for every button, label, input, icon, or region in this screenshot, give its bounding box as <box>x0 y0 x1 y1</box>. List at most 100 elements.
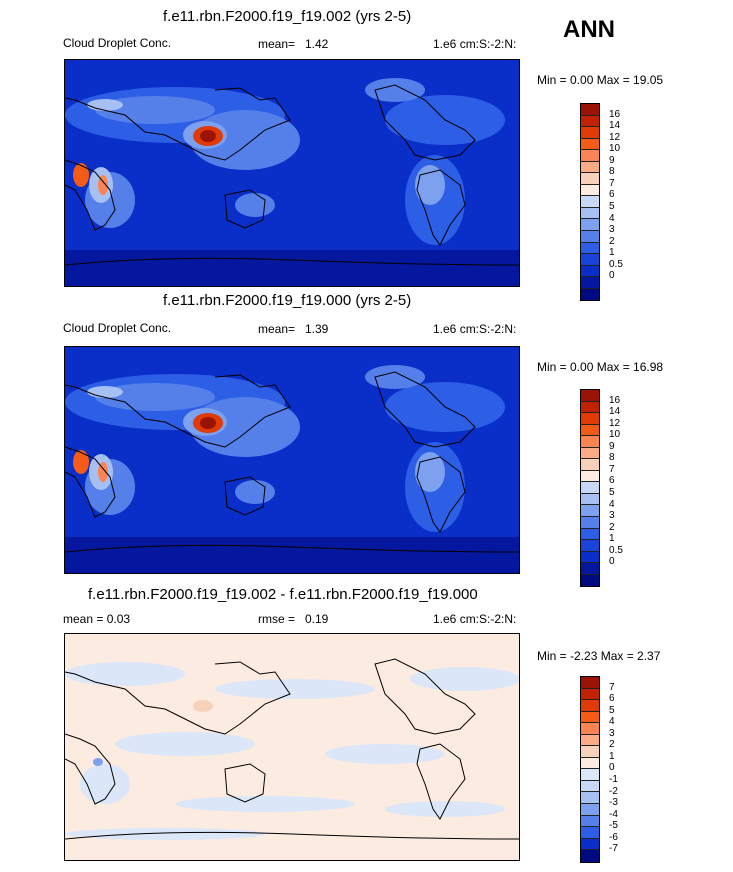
colorbar-tick-label: 9 <box>609 154 615 166</box>
colorbar-segment <box>581 700 599 712</box>
colorbar-tick-label: -2 <box>609 785 618 797</box>
colorbar-segment <box>581 265 599 278</box>
colorbar-tick-label: -4 <box>609 808 618 820</box>
panel1-mean-value: 1.42 <box>305 37 329 51</box>
colorbar-segment <box>581 138 599 151</box>
colorbar-tick-label: -1 <box>609 773 618 785</box>
panel3-minmax: Min = -2.23 Max = 2.37 <box>537 649 661 663</box>
colorbar-segment <box>581 277 599 289</box>
panel2-map-field <box>65 347 519 573</box>
colorbar-tick-label: -6 <box>609 831 618 843</box>
colorbar-tick-label: 12 <box>609 417 621 429</box>
colorbar-tick-label: 8 <box>609 166 615 178</box>
colorbar-segment <box>581 757 599 770</box>
colorbar-segment <box>581 723 599 735</box>
colorbar-segment <box>581 711 599 724</box>
colorbar-segment <box>581 746 599 758</box>
colorbar-tick-label: 0.5 <box>609 544 623 556</box>
colorbar-segment <box>581 173 599 185</box>
colorbar-segment <box>581 574 599 587</box>
colorbar-tick-label: 8 <box>609 452 615 464</box>
colorbar-segment <box>581 827 599 839</box>
colorbar-segment <box>581 127 599 139</box>
colorbar-tick-label: 5 <box>609 486 615 498</box>
colorbar-segment <box>581 551 599 564</box>
colorbar-segment <box>581 804 599 816</box>
colorbar-segment <box>581 401 599 414</box>
colorbar-tick-label: 0 <box>609 556 615 568</box>
panel2-title: f.e11.rbn.F2000.f19_f19.000 (yrs 2-5) <box>163 292 412 309</box>
panel2-minmax: Min = 0.00 Max = 16.98 <box>537 360 664 374</box>
colorbar-segment <box>581 850 599 862</box>
colorbar-tick-label: 1 <box>609 533 615 545</box>
colorbar-tick-label: 2 <box>609 235 615 247</box>
colorbar-tick-label: 6 <box>609 475 615 487</box>
colorbar-segment <box>581 288 599 301</box>
colorbar-segment <box>581 424 599 437</box>
panel3-mean: mean = 0.03 <box>63 612 131 626</box>
panel1-title: f.e11.rbn.F2000.f19_f19.002 (yrs 2-5) <box>163 8 412 25</box>
colorbar-segment <box>581 436 599 448</box>
colorbar-segment <box>581 563 599 575</box>
colorbar-tick-label: 2 <box>609 521 615 533</box>
colorbar-segment <box>581 231 599 243</box>
colorbar-tick-label: 4 <box>609 716 615 728</box>
colorbar-segment <box>581 184 599 197</box>
colorbar-segment <box>581 104 599 116</box>
colorbar-tick-label: 3 <box>609 224 615 236</box>
panel1-units: 1.e6 cm:S:-2:N: <box>433 37 517 51</box>
colorbar-segment <box>581 677 599 689</box>
colorbar-tick-label: 0.5 <box>609 258 623 270</box>
panel3-title: f.e11.rbn.F2000.f19_f19.002 - f.e11.rbn.… <box>88 586 478 603</box>
colorbar-tick-label: 0 <box>609 762 615 774</box>
panel2-mean-label: mean= <box>258 322 296 336</box>
colorbar-segment <box>581 150 599 162</box>
colorbar-segment <box>581 505 599 518</box>
colorbar-tick-label: 1 <box>609 750 615 762</box>
colorbar-segment <box>581 459 599 471</box>
colorbar-tick-label: 14 <box>609 406 621 418</box>
colorbar-segment <box>581 815 599 828</box>
panel1-colorbar <box>580 103 600 302</box>
colorbar-tick-label: 16 <box>609 108 621 120</box>
colorbar-tick-label: 3 <box>609 727 615 739</box>
colorbar-segment <box>581 517 599 529</box>
colorbar-tick-label: 5 <box>609 200 615 212</box>
colorbar-tick-label: 10 <box>609 429 621 441</box>
colorbar-segment <box>581 447 599 460</box>
panel2-mean-value: 1.39 <box>305 322 329 336</box>
panel2-map <box>64 346 520 574</box>
colorbar-tick-label: 0 <box>609 270 615 282</box>
colorbar-tick-label: 4 <box>609 498 615 510</box>
colorbar-tick-label: -5 <box>609 820 618 832</box>
panel3-map-field <box>65 634 519 860</box>
colorbar-tick-label: 6 <box>609 189 615 201</box>
colorbar-segment <box>581 470 599 483</box>
season-label: ANN <box>563 16 615 43</box>
colorbar-tick-label: 10 <box>609 143 621 155</box>
colorbar-tick-label: 7 <box>609 177 615 189</box>
panel3-rmse-value: 0.19 <box>305 612 329 626</box>
colorbar-segment <box>581 390 599 402</box>
colorbar-tick-label: -3 <box>609 797 618 809</box>
colorbar-tick-label: 9 <box>609 440 615 452</box>
colorbar-segment <box>581 207 599 220</box>
colorbar-segment <box>581 254 599 266</box>
colorbar-segment <box>581 528 599 541</box>
colorbar-segment <box>581 242 599 255</box>
panel1-variable-label: Cloud Droplet Conc. <box>63 36 172 50</box>
colorbar-segment <box>581 769 599 781</box>
colorbar-tick-label: 14 <box>609 120 621 132</box>
colorbar-tick-label: 5 <box>609 704 615 716</box>
colorbar-tick-label: 2 <box>609 739 615 751</box>
colorbar-tick-label: 7 <box>609 463 615 475</box>
panel1-mean-label: mean= <box>258 37 296 51</box>
panel1-map <box>64 59 520 287</box>
colorbar-tick-label: 4 <box>609 212 615 224</box>
colorbar-segment <box>581 540 599 552</box>
panel3-units: 1.e6 cm:S:-2:N: <box>433 612 517 626</box>
colorbar-segment <box>581 115 599 128</box>
colorbar-segment <box>581 780 599 793</box>
colorbar-segment <box>581 493 599 506</box>
colorbar-segment <box>581 734 599 747</box>
